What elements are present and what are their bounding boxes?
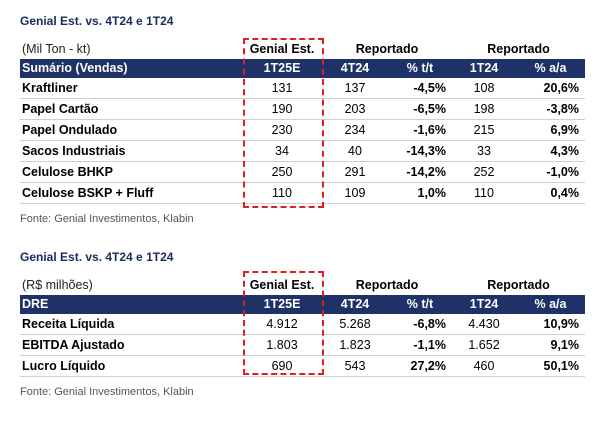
row-label: Papel Cartão (20, 98, 242, 120)
cell-estimate: 690 (242, 355, 322, 377)
sales-table: (Mil Ton - kt) Genial Est. Reportado Rep… (20, 38, 585, 204)
row-label: Receita Líquida (20, 314, 242, 335)
column-header: DRE (20, 295, 242, 314)
cell-qoq: -1,1% (388, 334, 452, 356)
row-label: EBITDA Ajustado (20, 334, 242, 356)
row-label: Celulose BSKP + Fluff (20, 182, 242, 204)
source-note: Fonte: Genial Investimentos, Klabin (20, 213, 194, 225)
cell-qoq: -6,5% (388, 98, 452, 120)
cell-1t24: 33 (452, 140, 516, 162)
income-table: (R$ milhões) Genial Est. Reportado Repor… (20, 274, 585, 377)
unit-label: (R$ milhões) (22, 277, 93, 292)
cell-1t24: 252 (452, 161, 516, 183)
cell-4t24: 5.268 (322, 314, 388, 335)
cell-4t24: 291 (322, 161, 388, 183)
column-header: Sumário (Vendas) (20, 59, 242, 78)
column-header: 1T25E (242, 295, 322, 314)
column-header: 1T24 (452, 59, 516, 78)
group-reported-label: Reportado (487, 277, 550, 292)
cell-4t24: 109 (322, 182, 388, 204)
cell-4t24: 40 (322, 140, 388, 162)
cell-4t24: 543 (322, 355, 388, 377)
income-table-title: Genial Est. vs. 4T24 e 1T24 (20, 250, 174, 264)
column-header: 1T25E (242, 59, 322, 78)
column-header: % t/t (388, 59, 452, 78)
row-label: Kraftliner (20, 78, 242, 99)
table-row: Sacos Industriais 34 40 -14,3% 33 4,3% (20, 140, 585, 162)
cell-1t24: 108 (452, 78, 516, 99)
group-reported-label: Reportado (355, 41, 419, 56)
table-row: Papel Cartão 190 203 -6,5% 198 -3,8% (20, 98, 585, 120)
cell-1t24: 1.652 (452, 334, 516, 356)
cell-qoq: -4,5% (388, 78, 452, 99)
group-estimate-label: Genial Est. (249, 277, 315, 292)
cell-qoq: -14,2% (388, 161, 452, 183)
cell-qoq: -6,8% (388, 314, 452, 335)
table-row: EBITDA Ajustado 1.803 1.823 -1,1% 1.652 … (20, 334, 585, 356)
column-header: % a/a (516, 59, 585, 78)
cell-1t24: 215 (452, 119, 516, 141)
sales-table-block: Genial Est. vs. 4T24 e 1T24 (Mil Ton - k… (20, 12, 585, 226)
income-table-block: Genial Est. vs. 4T24 e 1T24 (R$ milhões)… (20, 248, 585, 399)
row-label: Sacos Industriais (20, 140, 242, 162)
column-header: % a/a (516, 295, 585, 314)
row-label: Lucro Líquido (20, 355, 242, 377)
cell-1t24: 4.430 (452, 314, 516, 335)
cell-yoy: 20,6% (516, 78, 585, 99)
cell-yoy: 9,1% (516, 334, 585, 356)
cell-1t24: 110 (452, 182, 516, 204)
column-header: 4T24 (322, 295, 388, 314)
cell-yoy: 4,3% (516, 140, 585, 162)
table-row: Receita Líquida 4.912 5.268 -6,8% 4.430 … (20, 314, 585, 335)
cell-estimate: 110 (242, 182, 322, 204)
table-row: Celulose BHKP 250 291 -14,2% 252 -1,0% (20, 161, 585, 183)
cell-estimate: 250 (242, 161, 322, 183)
table-row: Papel Ondulado 230 234 -1,6% 215 6,9% (20, 119, 585, 141)
column-header-row: Sumário (Vendas) 1T25E 4T24 % t/t 1T24 %… (20, 59, 585, 78)
column-header: 4T24 (322, 59, 388, 78)
cell-qoq: 27,2% (388, 355, 452, 377)
cell-yoy: 50,1% (516, 355, 585, 377)
group-reported-label: Reportado (355, 277, 419, 292)
cell-estimate: 1.803 (242, 334, 322, 356)
cell-4t24: 137 (322, 78, 388, 99)
table-row: Lucro Líquido 690 543 27,2% 460 50,1% (20, 355, 585, 377)
table-row: Celulose BSKP + Fluff 110 109 1,0% 110 0… (20, 182, 585, 204)
cell-yoy: -1,0% (516, 161, 585, 183)
sales-table-title: Genial Est. vs. 4T24 e 1T24 (20, 14, 174, 28)
cell-estimate: 230 (242, 119, 322, 141)
unit-label: (Mil Ton - kt) (22, 41, 91, 56)
cell-yoy: -3,8% (516, 98, 585, 120)
group-reported-label: Reportado (487, 41, 550, 56)
source-note: Fonte: Genial Investimentos, Klabin (20, 386, 194, 398)
cell-estimate: 131 (242, 78, 322, 99)
row-label: Papel Ondulado (20, 119, 242, 141)
column-header: % t/t (388, 295, 452, 314)
cell-yoy: 0,4% (516, 182, 585, 204)
group-header-row: (R$ milhões) Genial Est. Reportado Repor… (20, 274, 585, 295)
cell-4t24: 234 (322, 119, 388, 141)
group-estimate-label: Genial Est. (249, 41, 315, 56)
row-label: Celulose BHKP (20, 161, 242, 183)
group-header-row: (Mil Ton - kt) Genial Est. Reportado Rep… (20, 38, 585, 59)
cell-estimate: 190 (242, 98, 322, 120)
cell-qoq: -1,6% (388, 119, 452, 141)
column-header: 1T24 (452, 295, 516, 314)
cell-1t24: 460 (452, 355, 516, 377)
cell-estimate: 4.912 (242, 314, 322, 335)
cell-4t24: 1.823 (322, 334, 388, 356)
cell-4t24: 203 (322, 98, 388, 120)
table-row: Kraftliner 131 137 -4,5% 108 20,6% (20, 78, 585, 99)
cell-qoq: 1,0% (388, 182, 452, 204)
cell-yoy: 6,9% (516, 119, 585, 141)
cell-qoq: -14,3% (388, 140, 452, 162)
cell-1t24: 198 (452, 98, 516, 120)
cell-estimate: 34 (242, 140, 322, 162)
cell-yoy: 10,9% (516, 314, 585, 335)
column-header-row: DRE 1T25E 4T24 % t/t 1T24 % a/a (20, 295, 585, 314)
